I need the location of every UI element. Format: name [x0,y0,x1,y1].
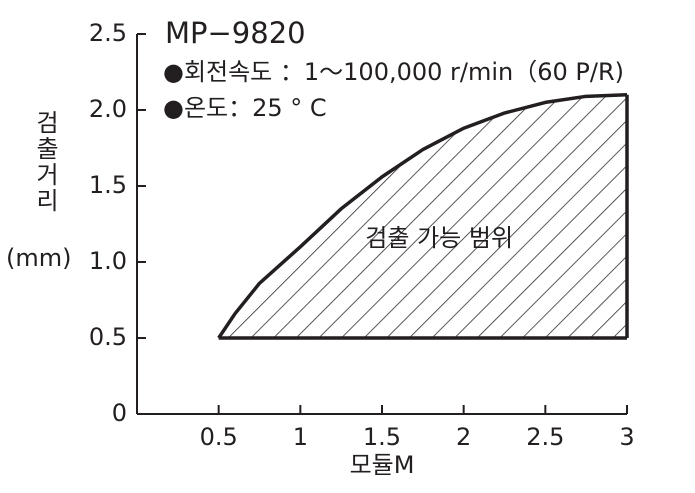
y-tick-label: 0 [112,399,127,427]
x-tick-label: 1.5 [363,423,401,451]
y-tick-label: 0.5 [89,323,127,351]
y-tick-label: 1.0 [89,247,127,275]
annotation: ●온도：25 ° C [163,94,327,122]
area-fill [218,94,627,338]
x-tick-label: 0.5 [200,423,238,451]
x-tick-label: 3 [619,423,634,451]
y-axis-label: 검출거리 [31,110,59,214]
region-label: 검출 가능 범위 [365,224,513,252]
x-tick-label: 1 [293,423,308,451]
y-tick-label: 1.5 [89,171,127,199]
y-tick-label: 2.0 [89,95,127,123]
chart-title: MP−9820 [165,16,306,50]
area-upper-edge [217,93,628,339]
annotation: ●회전속도 ：1～100,000 r/min（60 P/R) [163,58,624,86]
x-axis-label: 모듈M [350,451,415,479]
x-tick-label: 2.5 [526,423,564,451]
y-axis-unit: (mm) [6,244,72,272]
x-tick-label: 2 [456,423,471,451]
y-tick-label: 2.5 [89,19,127,47]
